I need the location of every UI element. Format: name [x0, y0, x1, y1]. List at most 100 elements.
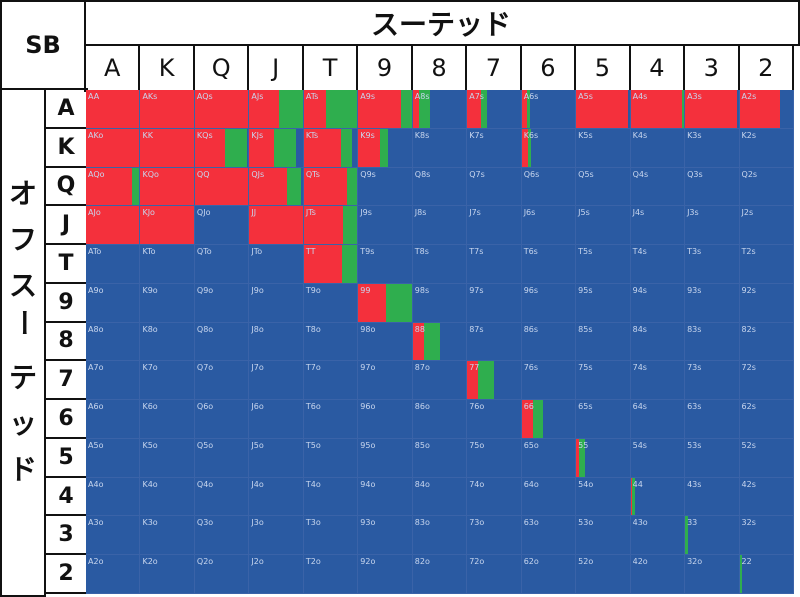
call-segment	[400, 90, 412, 128]
hand-label: J3o	[251, 518, 264, 528]
column-label-K: K	[138, 44, 195, 92]
hand-cell: 97o	[358, 361, 413, 401]
hand-label: 86s	[523, 324, 539, 334]
hand-cell: 83s	[685, 322, 740, 362]
hand-cell: 43s	[685, 477, 740, 517]
hand-cell: K9o	[140, 283, 195, 323]
hand-cell: A8o	[86, 322, 141, 362]
hand-label: A5o	[88, 440, 104, 450]
hand-label: 97o	[360, 363, 376, 373]
hand-label: JJ	[251, 208, 257, 218]
hand-label: KK	[142, 130, 153, 140]
hand-cell: J7o	[249, 361, 304, 401]
hand-label: K3s	[687, 130, 702, 140]
hand-label: 76s	[523, 363, 539, 373]
hand-cell: 63o	[521, 516, 577, 556]
hand-label: 63o	[523, 518, 539, 528]
hand-label: KJs	[251, 130, 264, 140]
hand-cell: 88	[412, 322, 468, 362]
hand-label: 97s	[469, 285, 484, 295]
call-segment	[343, 206, 358, 245]
hand-cell: A8s	[412, 90, 468, 129]
hand-label: K3o	[142, 518, 158, 528]
hand-label: T6s	[523, 247, 538, 257]
hand-cell: 64s	[630, 400, 686, 439]
hand-label: 92o	[360, 557, 376, 567]
hand-cell: KTo	[140, 245, 195, 284]
hand-cell: 93o	[358, 516, 413, 556]
hand-cell: 82s	[739, 322, 794, 362]
hand-cell: 22	[739, 555, 794, 594]
column-label-2: 2	[737, 44, 794, 92]
offsuit-header: オフスーテッド	[0, 88, 46, 597]
hand-cell: 77	[467, 361, 522, 401]
hand-label: Q5s	[578, 169, 594, 179]
raise-segment	[521, 128, 529, 167]
hand-cell: 62o	[521, 555, 577, 594]
hand-label: J4o	[251, 479, 264, 489]
hand-label: T8o	[305, 324, 321, 334]
column-label-6: 6	[519, 44, 577, 92]
hand-cell: 75o	[467, 438, 522, 478]
row-label-Q: Q	[44, 165, 88, 207]
hand-label: Q8s	[414, 169, 431, 179]
hand-cell: K4o	[140, 477, 195, 517]
hand-cell: Q6o	[194, 400, 250, 439]
hand-label: 98s	[414, 285, 430, 295]
hand-cell: A6o	[86, 400, 141, 439]
row-label-4: 4	[44, 475, 88, 517]
hand-cell: T9s	[358, 245, 413, 284]
hand-cell: T2s	[739, 245, 794, 284]
offsuit-title-char: オ	[8, 176, 37, 210]
raise-segment	[576, 90, 628, 128]
hand-label: AKs	[142, 92, 158, 101]
hand-label: Q5o	[196, 440, 214, 450]
hand-cell: K2s	[739, 128, 794, 168]
raise-segment	[194, 90, 249, 128]
hand-cell: JTo	[249, 245, 304, 284]
hand-cell: 53s	[685, 438, 740, 478]
hand-cell: Q7s	[467, 167, 522, 207]
hand-label: 96s	[523, 285, 539, 295]
hand-cell: J5o	[249, 438, 304, 478]
raise-segment	[194, 128, 225, 167]
hand-label: 44	[632, 479, 643, 489]
hand-cell: K2o	[140, 555, 195, 594]
hand-cell: K4s	[630, 128, 686, 168]
hand-label: 52o	[578, 557, 594, 567]
hand-cell: J2o	[249, 555, 304, 594]
hand-label: 72s	[741, 363, 756, 373]
hand-label: 32o	[687, 557, 703, 567]
hand-label: 93s	[687, 285, 702, 295]
hand-cell: 72s	[739, 361, 794, 401]
column-label-3: 3	[683, 44, 740, 92]
hand-label: Q3o	[196, 518, 214, 528]
hand-cell: 84s	[630, 322, 686, 362]
hand-cell: AKs	[140, 90, 195, 129]
hand-label: K6s	[523, 130, 539, 140]
hand-label: 43s	[687, 479, 702, 489]
call-segment	[385, 283, 412, 322]
hand-cell: J6s	[521, 206, 577, 246]
hand-cell: T9o	[303, 283, 359, 323]
call-segment	[224, 128, 247, 167]
hand-cell: KK	[140, 128, 195, 168]
hand-label: 96o	[360, 402, 376, 412]
raise-segment	[140, 90, 194, 128]
hand-label: J5o	[251, 440, 264, 450]
hand-label: QTo	[196, 247, 212, 257]
hand-label: A2o	[88, 557, 104, 567]
hand-cell: Q8o	[194, 322, 250, 362]
hand-label: Q6o	[196, 402, 214, 412]
hand-cell: AQs	[194, 90, 250, 129]
column-label-J: J	[247, 44, 304, 92]
hand-label: 95o	[360, 440, 376, 450]
raise-segment	[358, 128, 381, 167]
hand-label: A6o	[88, 402, 104, 412]
hand-cell: 94o	[358, 477, 413, 517]
row-label-6: 6	[44, 398, 88, 439]
hand-label: 54s	[632, 440, 647, 450]
offsuit-title-char: ス	[8, 268, 37, 302]
raise-segment	[358, 90, 401, 128]
